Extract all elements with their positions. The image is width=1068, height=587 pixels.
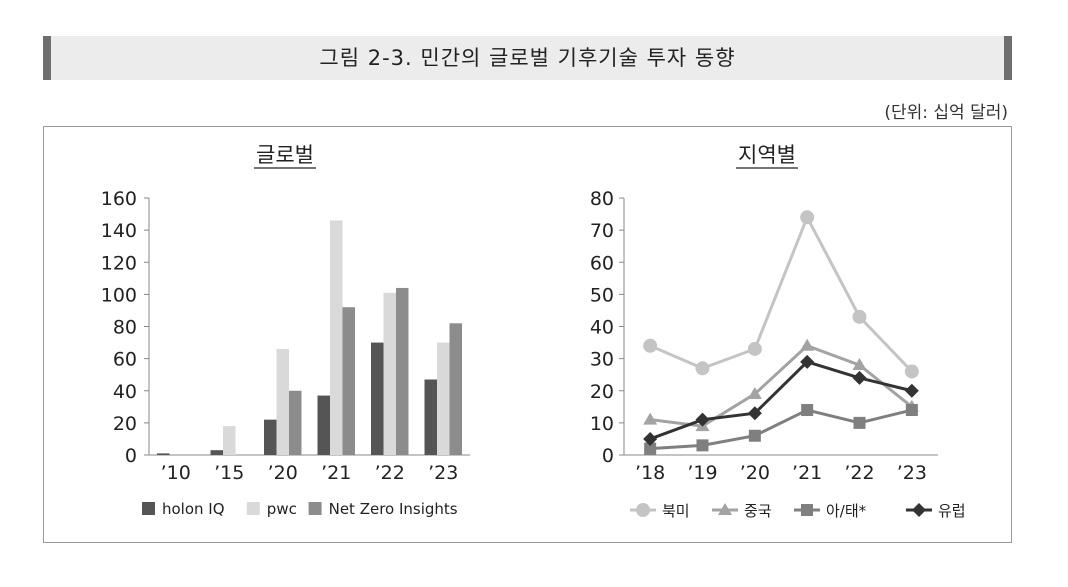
data-point	[696, 439, 709, 452]
bar	[437, 342, 450, 455]
bar	[383, 292, 396, 455]
legend-marker	[636, 503, 650, 517]
legend-swatch	[142, 502, 155, 515]
unit-label: (단위: 십억 달러)	[884, 103, 1008, 123]
bar-y-tick-label: 0	[125, 445, 137, 467]
bar-x-tick-label: ’15	[214, 462, 244, 484]
line-y-tick-label: 70	[590, 220, 614, 242]
legend-label: holon IQ	[162, 500, 225, 518]
chart-frame	[43, 126, 1012, 543]
data-point	[695, 361, 710, 376]
line-x-tick-label: ’20	[740, 462, 770, 484]
legend-marker	[718, 503, 732, 515]
legend-swatch	[308, 502, 322, 515]
bar	[317, 395, 330, 455]
data-point	[644, 442, 657, 455]
data-point	[643, 431, 658, 446]
legend-label: 북미	[662, 502, 690, 520]
title-bar-left-edge	[43, 36, 51, 80]
bar	[449, 323, 462, 455]
line-x-tick-label: ’21	[792, 462, 822, 484]
bar	[210, 450, 223, 455]
bar-x-tick-label: ’21	[321, 462, 351, 484]
bar	[157, 453, 170, 455]
data-point	[800, 354, 815, 369]
data-point	[852, 370, 867, 385]
bar	[223, 426, 236, 455]
line-y-tick-label: 50	[590, 284, 614, 306]
line-x-tick-label: ’23	[897, 462, 927, 484]
line-y-tick-label: 30	[590, 349, 614, 371]
bar	[371, 342, 384, 455]
bar	[330, 220, 343, 455]
data-point	[905, 404, 918, 417]
data-point	[747, 406, 762, 421]
bar-y-tick-label: 60	[113, 349, 137, 371]
line-y-tick-label: 40	[590, 317, 614, 339]
bar-y-tick-label: 160	[101, 188, 137, 210]
title-bar-right-edge	[1004, 36, 1012, 80]
data-point	[800, 210, 815, 225]
bar-y-tick-label: 20	[113, 413, 137, 435]
bar	[264, 419, 277, 455]
data-point	[904, 364, 919, 379]
bar-x-tick-label: ’20	[268, 462, 298, 484]
series-line	[650, 408, 913, 451]
bar-x-tick-label: ’10	[161, 462, 191, 484]
legend-label: 아/태*	[826, 502, 867, 520]
bar-y-tick-label: 80	[113, 317, 137, 339]
data-point	[852, 358, 867, 371]
bar	[342, 307, 355, 455]
bar-y-tick-label: 120	[101, 252, 137, 274]
data-point	[852, 309, 867, 324]
legend-marker	[912, 503, 926, 517]
legend-label: 중국	[744, 502, 772, 520]
data-point	[801, 404, 814, 417]
line-y-tick-label: 80	[590, 188, 614, 210]
legend-label: 유럽	[938, 502, 966, 520]
series-line	[649, 360, 913, 441]
data-point	[904, 383, 919, 398]
bar	[396, 287, 409, 455]
legend-label: pwc	[267, 500, 297, 518]
figure-title-bar: 그림 2-3. 민간의 글로벌 기후기술 투자 동향	[43, 36, 1012, 80]
line-y-tick-label: 20	[590, 381, 614, 403]
legend-swatch	[246, 502, 260, 515]
bar-y-tick-label: 100	[101, 284, 137, 306]
data-point	[748, 429, 761, 442]
bar	[424, 379, 437, 455]
data-point	[695, 412, 710, 427]
data-point	[643, 338, 658, 353]
series-line	[649, 344, 913, 428]
bar-y-tick-label: 40	[113, 381, 137, 403]
bar	[289, 390, 302, 455]
line-y-tick-label: 60	[590, 252, 614, 274]
series-line	[649, 213, 913, 373]
line-x-tick-label: ’18	[635, 462, 665, 484]
bar-x-tick-label: ’22	[375, 462, 405, 484]
data-point	[853, 416, 866, 429]
data-point	[800, 338, 815, 351]
line-x-tick-label: ’22	[844, 462, 874, 484]
legend-label: Net Zero Insights	[329, 500, 458, 518]
bar	[276, 348, 289, 455]
bar-x-tick-label: ’23	[428, 462, 458, 484]
line-chart-title: 지역별	[738, 143, 796, 167]
bar-y-tick-label: 140	[101, 220, 137, 242]
data-point	[747, 341, 762, 356]
legend-marker	[801, 504, 813, 516]
line-y-tick-label: 10	[590, 413, 614, 435]
data-point	[643, 412, 658, 425]
line-y-tick-label: 0	[602, 445, 614, 467]
line-x-tick-label: ’19	[687, 462, 717, 484]
bar-chart-title: 글로벌	[256, 143, 314, 167]
data-point	[747, 386, 762, 399]
figure-title: 그림 2-3. 민간의 글로벌 기후기술 투자 동향	[319, 46, 736, 70]
